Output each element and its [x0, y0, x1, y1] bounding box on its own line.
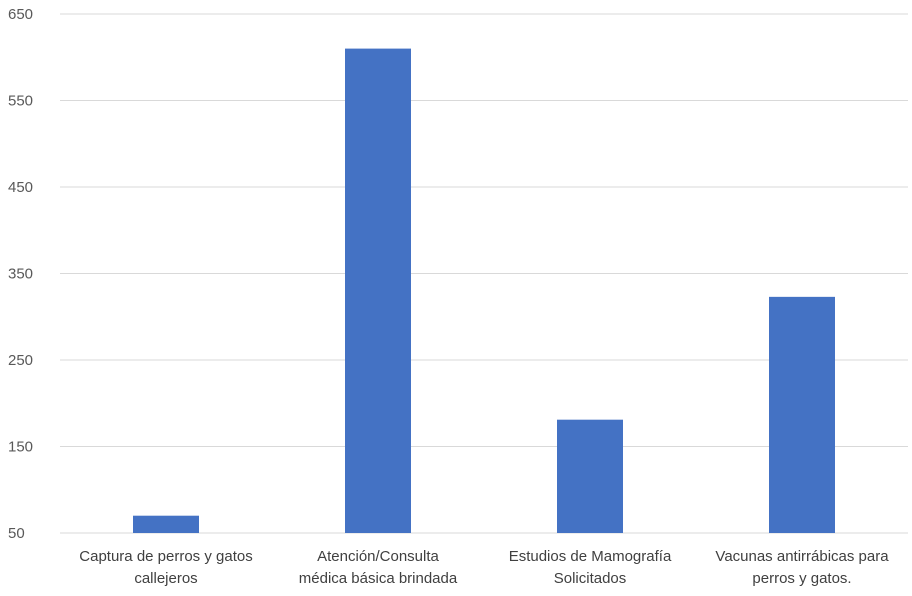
- y-tick-label: 250: [8, 352, 33, 369]
- y-tick-label: 50: [8, 525, 25, 542]
- y-tick-label: 550: [8, 93, 33, 110]
- x-category-label-line: Vacunas antirrábicas para: [715, 548, 889, 565]
- x-category-label: Estudios de Mamografía Solicitados: [509, 548, 672, 587]
- x-category-label-line: Solicitados: [554, 570, 627, 587]
- x-category-label: Atención/Consulta médica básica brindada: [299, 548, 458, 587]
- x-category-label-line: médica básica brindada: [299, 570, 458, 587]
- bar: [345, 48, 411, 533]
- x-category-label: Captura de perros y gatos callejeros: [79, 548, 252, 587]
- y-axis: 650 550 450 350 250 150 50: [8, 6, 33, 542]
- bars: [133, 48, 835, 533]
- y-tick-label: 650: [8, 6, 33, 23]
- gridlines: [60, 13, 908, 534]
- x-category-label-line: Estudios de Mamografía: [509, 548, 672, 565]
- bar: [769, 296, 835, 533]
- x-category-label-line: perros y gatos.: [752, 570, 851, 587]
- x-category-label-line: callejeros: [134, 570, 197, 587]
- bar: [557, 419, 623, 533]
- x-category-label: Vacunas antirrábicas para perros y gatos.: [715, 548, 889, 587]
- bar: [133, 515, 199, 533]
- x-category-label-line: Atención/Consulta: [317, 548, 439, 565]
- x-category-label-line: Captura de perros y gatos: [79, 548, 252, 565]
- x-axis: Captura de perros y gatos callejeros Atenc…: [79, 548, 889, 587]
- y-tick-label: 350: [8, 266, 33, 283]
- y-tick-label: 450: [8, 179, 33, 196]
- y-tick-label: 150: [8, 439, 33, 456]
